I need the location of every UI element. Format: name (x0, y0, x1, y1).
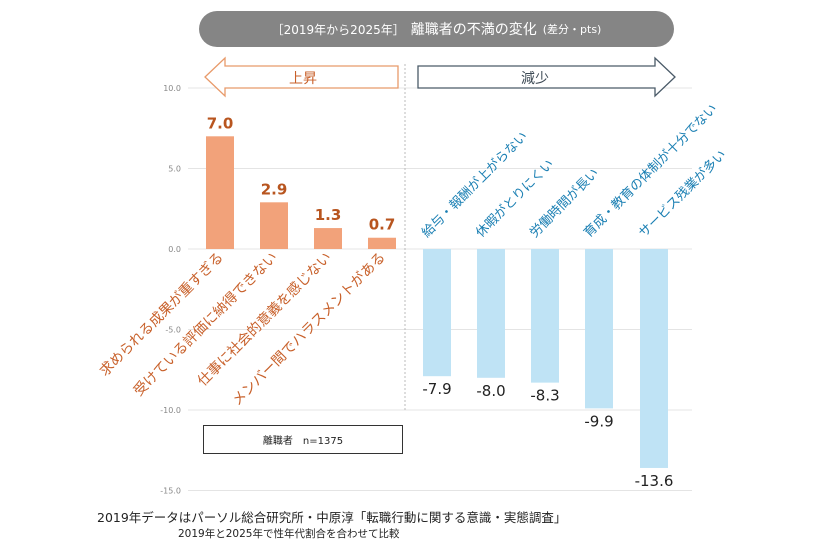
data-label: -7.9 (422, 380, 451, 398)
chart-title: ［2019年から2025年］ 離職者の不満の変化 (差分・pts) (199, 11, 674, 47)
decrease-arrow (417, 56, 676, 98)
bar (368, 237, 396, 249)
bar (206, 136, 234, 249)
bar (260, 202, 288, 249)
data-label: 1.3 (315, 206, 342, 224)
data-label: 2.9 (261, 180, 288, 198)
y-tick-label: -15.0 (160, 487, 181, 496)
data-label: -8.0 (476, 382, 505, 400)
data-label: 7.0 (207, 114, 234, 132)
data-label: -9.9 (584, 412, 613, 430)
y-tick-label: -10.0 (160, 406, 181, 415)
data-label: 0.7 (369, 216, 396, 234)
bar (640, 249, 668, 468)
title-period: ［2019年から2025年］ (271, 22, 405, 37)
y-tick-label: 5.0 (168, 165, 181, 174)
category-label: 給与・報酬が上がらない (419, 129, 531, 241)
y-tick-label: 10.0 (163, 84, 181, 93)
increase-arrow (204, 56, 399, 98)
bar (585, 249, 613, 409)
source-note: 2019年データはパーソル総合研究所・中原淳「転職行動に関する意識・実態調査」 (97, 510, 567, 525)
y-tick-label: -5.0 (165, 326, 181, 335)
bar (314, 228, 342, 249)
sample-size-label: 離職者 n=1375 (262, 436, 344, 447)
method-note: 2019年と2025年で性年代割合を合わせて比較 (178, 528, 400, 540)
bar (531, 249, 559, 383)
decrease-arrow-label: 減少 (521, 70, 549, 87)
bar (477, 249, 505, 378)
data-label: -13.6 (635, 472, 674, 490)
bar (423, 249, 451, 377)
sample-size-box: 離職者 n=1375 (203, 425, 403, 454)
data-label: -8.3 (530, 387, 559, 405)
y-tick-label: 0.0 (168, 245, 181, 254)
increase-arrow-label: 上昇 (289, 71, 317, 87)
title-main: 離職者の不満の変化 (410, 22, 537, 38)
title-unit: (差分・pts) (542, 23, 602, 36)
